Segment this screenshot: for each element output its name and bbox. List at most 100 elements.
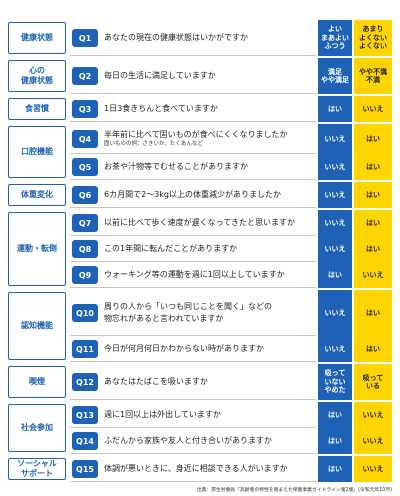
question-number-text: Q15 — [76, 464, 94, 474]
answer-line: いいえ — [324, 244, 346, 253]
answer-line: いいえ — [324, 190, 346, 199]
category-line: 社会参加 — [21, 423, 53, 432]
question-text: 週に1回以上は外出していますか — [104, 404, 316, 426]
answer-yellow: はい — [354, 336, 392, 362]
category-line: 口腔機能 — [21, 147, 53, 156]
answer-yellow: やや不満 不満 — [354, 58, 392, 94]
category-label: 体重変化 — [8, 184, 66, 206]
answer-line: よくない — [359, 33, 387, 42]
answer-blue: いいえ — [318, 290, 352, 336]
answer-line: はい — [328, 270, 342, 279]
answer-line: 満足 — [328, 67, 342, 76]
answer-blue: はい — [318, 428, 352, 454]
question-number: Q6 — [72, 186, 98, 204]
row-divider — [70, 121, 316, 122]
question-text: あなたの現在の健康状態はいかがですか — [104, 22, 316, 54]
question-text: ウォーキング等の運動を週に1回以上していますか — [104, 264, 316, 286]
question-number: Q3 — [72, 100, 98, 118]
question-line: 6カ月間で2～3kg以上の体重減少がありましたか — [104, 190, 281, 200]
question-number: Q10 — [72, 304, 98, 322]
answer-line: はい — [366, 308, 380, 317]
answer-blue: いいえ — [318, 182, 352, 208]
answer-line: いいえ — [324, 162, 346, 171]
question-number-text: Q2 — [78, 71, 92, 81]
question-text: 体調が悪いときに、身近に相談できる人がいますか — [104, 458, 316, 480]
category-line: ソーシャル — [17, 459, 57, 468]
row-divider — [70, 481, 316, 482]
question-number-text: Q11 — [76, 344, 94, 354]
question-line: 以前に比べて歩く速度が遅くなってきたと思いますか — [104, 218, 296, 228]
row-divider — [70, 335, 316, 336]
question-line: 物忘れがあると言われていますか — [104, 314, 224, 323]
question-text: 今日が何月何日かわからない時がありますか — [104, 338, 316, 360]
answer-line: 不満 — [366, 76, 380, 84]
category-line: 体重変化 — [21, 190, 53, 199]
answer-line: はい — [328, 104, 342, 113]
row-divider — [70, 179, 316, 180]
category-line: 健康状態 — [21, 76, 53, 85]
question-number-text: Q5 — [78, 162, 92, 172]
question-number: Q13 — [72, 406, 98, 424]
answer-yellow: いいえ — [354, 96, 392, 122]
row-divider — [70, 235, 316, 236]
question-number: Q2 — [72, 67, 98, 85]
question-line: 周りの人から「いつも同じことを聞く」などの — [104, 302, 272, 312]
answer-line: やめた — [324, 386, 346, 395]
question-line: ウォーキング等の運動を週に1回以上していますか — [104, 270, 285, 280]
answer-yellow: いいえ — [354, 262, 392, 288]
category-label: 心の 健康状態 — [8, 60, 66, 92]
answer-blue: いいえ — [318, 210, 352, 236]
category-line: 心の — [29, 66, 45, 75]
question-number-text: Q12 — [76, 377, 94, 387]
answer-line: はい — [366, 218, 380, 227]
answer-blue: はい — [318, 262, 352, 288]
answer-line: はい — [366, 344, 380, 353]
answer-blue: いいえ — [318, 236, 352, 262]
question-number-text: Q8 — [78, 244, 92, 254]
answer-line: 吸って — [362, 373, 384, 382]
answer-yellow: いいえ — [354, 402, 392, 428]
category-line: サポート — [21, 469, 53, 478]
question-line: お茶や汁物等でむせることがありますか — [104, 162, 248, 172]
answer-yellow: はい — [354, 210, 392, 236]
answer-line: はい — [328, 436, 342, 445]
row-divider — [70, 399, 316, 400]
answer-yellow: はい — [354, 124, 392, 154]
question-text: 以前に比べて歩く速度が遅くなってきたと思いますか — [104, 212, 316, 234]
category-label: 運動・転倒 — [8, 212, 66, 286]
answer-yellow: はい — [354, 290, 392, 336]
question-text: この1年間に転んだことがありますか — [104, 238, 316, 260]
answer-yellow: はい — [354, 236, 392, 262]
answer-yellow: はい — [354, 154, 392, 180]
question-number: Q4 — [72, 130, 98, 148]
question-number-text: Q6 — [78, 190, 92, 200]
answer-line: はい — [366, 162, 380, 171]
question-number: Q15 — [72, 460, 98, 478]
source-text: 出典：厚生労働省「高齢者の特性を踏まえた保健事業ガイドライン第2版」(令和元年1… — [196, 488, 392, 493]
answer-blue: 吸って いない やめた — [318, 364, 352, 400]
question-text: お茶や汁物等でむせることがありますか — [104, 156, 316, 178]
category-line: 認知機能 — [21, 321, 53, 330]
category-label: 健康状態 — [8, 22, 66, 54]
question-number: Q12 — [72, 373, 98, 391]
answer-line: あまり — [362, 25, 384, 34]
category-label: 認知機能 — [8, 292, 66, 360]
answer-yellow: あまり よくない よくない — [354, 20, 392, 56]
answer-yellow: いいえ — [354, 456, 392, 482]
answer-line: いいえ — [362, 436, 384, 445]
question-number-text: Q3 — [78, 104, 92, 114]
question-line: 毎日の生活に満足していますか — [104, 71, 216, 81]
question-number-text: Q1 — [78, 33, 92, 43]
category-label: ソーシャル サポート — [8, 458, 66, 480]
question-text: あなたはたばこを吸いますか — [104, 366, 316, 398]
answer-line: いいえ — [324, 308, 346, 317]
question-number: Q8 — [72, 240, 98, 258]
question-number: Q1 — [72, 29, 98, 47]
row-divider — [70, 207, 316, 208]
question-line: 体調が悪いときに、身近に相談できる人がいますか — [104, 464, 288, 474]
row-divider — [70, 427, 316, 428]
answer-blue: はい — [318, 96, 352, 122]
question-number-text: Q14 — [76, 436, 94, 446]
category-label: 食習慣 — [8, 98, 66, 120]
